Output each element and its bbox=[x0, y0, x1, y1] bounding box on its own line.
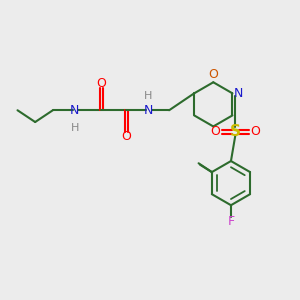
Text: N: N bbox=[70, 104, 80, 117]
Text: O: O bbox=[97, 77, 106, 90]
Text: O: O bbox=[122, 130, 131, 143]
Text: N: N bbox=[234, 87, 244, 100]
Text: F: F bbox=[227, 215, 235, 228]
Text: H: H bbox=[144, 91, 153, 100]
Text: S: S bbox=[230, 124, 241, 139]
Text: N: N bbox=[144, 104, 153, 117]
Text: O: O bbox=[250, 125, 260, 138]
Text: O: O bbox=[211, 125, 220, 138]
Text: H: H bbox=[71, 123, 79, 133]
Text: O: O bbox=[208, 68, 218, 81]
